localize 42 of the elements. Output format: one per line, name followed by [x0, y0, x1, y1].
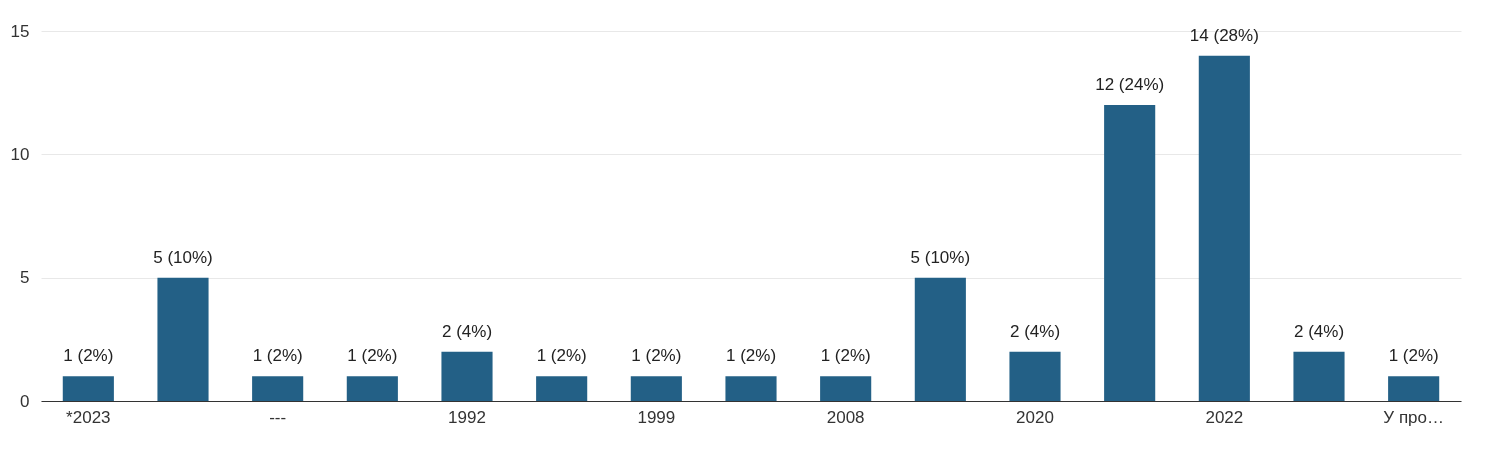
x-tick-label: 2008: [826, 407, 865, 427]
data-label: 14 (28%): [1189, 25, 1259, 45]
y-tick-label: 0: [20, 391, 30, 411]
bar: [725, 376, 777, 401]
x-tick-label: 1999: [637, 407, 676, 427]
bar: [441, 351, 493, 401]
data-label: 5 (10%): [153, 247, 213, 267]
data-label: 1 (2%): [725, 346, 777, 366]
data-label: 2 (4%): [1293, 321, 1345, 341]
bar: [536, 376, 588, 401]
x-tick-label: 2022: [1205, 407, 1244, 427]
bar: [252, 376, 304, 401]
bar: [1198, 55, 1250, 401]
data-label: 1 (2%): [252, 346, 303, 366]
data-label: 1 (2%): [536, 346, 587, 366]
data-label: 12 (24%): [1095, 75, 1165, 94]
bar: [1388, 376, 1440, 401]
data-label: 5 (10%): [910, 247, 971, 267]
x-tick-label: У про…: [1383, 407, 1444, 427]
bar: [1104, 105, 1156, 401]
bar: [62, 376, 114, 401]
x-tick-label: ---: [269, 407, 287, 427]
x-tick-label: *2023: [66, 407, 111, 427]
bar: [157, 277, 209, 401]
data-label: 2 (4%): [1009, 321, 1061, 341]
x-tick-label: 2020: [1016, 407, 1054, 427]
data-label: 1 (2%): [347, 346, 398, 366]
bar: [346, 376, 398, 401]
y-tick-label: 10: [10, 144, 30, 164]
data-label: 1 (2%): [631, 346, 682, 366]
data-label: 1 (2%): [820, 346, 871, 366]
bar: [1009, 351, 1061, 401]
bar: [630, 376, 682, 401]
y-tick-label: 5: [20, 268, 30, 288]
data-label: 1 (2%): [1388, 346, 1439, 366]
data-label: 2 (4%): [441, 321, 493, 341]
x-tick-label: 1992: [448, 407, 486, 427]
data-label: 1 (2%): [63, 346, 114, 366]
y-tick-label: 15: [10, 21, 30, 41]
bar: [914, 277, 966, 401]
bar: [1293, 351, 1345, 401]
bar: [820, 376, 872, 401]
